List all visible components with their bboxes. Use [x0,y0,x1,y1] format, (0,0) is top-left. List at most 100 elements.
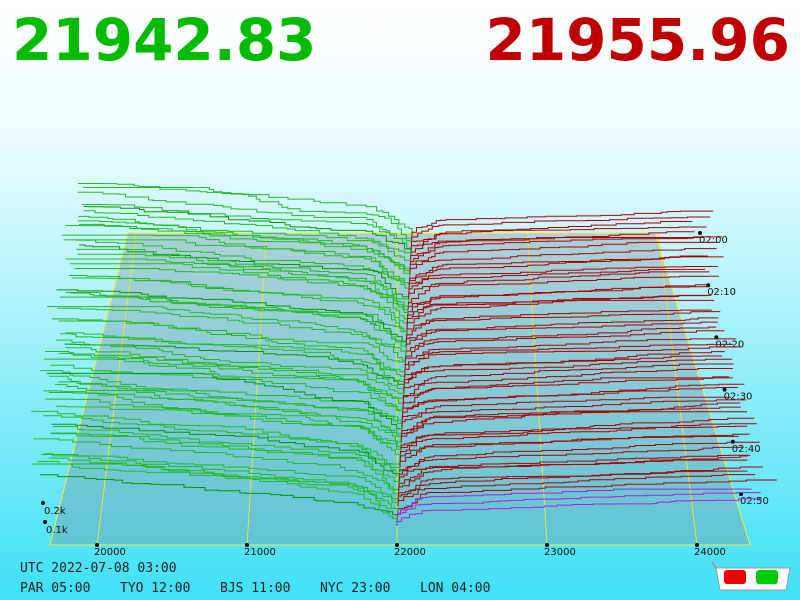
price-tick-label: 20000 [94,547,126,558]
bid-price: 21942.83 [12,6,317,74]
ask-depth-line [407,286,709,315]
time-tick-label: 02:10 [707,287,736,298]
ask-depth-line [409,248,717,276]
ask-depth-line [397,492,761,517]
ask-depth-line [403,358,733,389]
3d-glasses-toggle[interactable] [711,561,791,591]
ask-depth-line [408,268,705,291]
depth-tick [41,501,45,505]
price-grid-line [96,232,137,546]
time-tick [706,283,711,288]
ask-depth-line [402,387,738,418]
bid-depth-line [64,343,405,389]
ask-depth-line [398,459,748,492]
time-tick-label: 02:00 [699,235,728,246]
ask-depth-line [410,226,707,251]
price-tick [395,543,399,547]
price-tick [245,543,249,547]
ask-depth-line [406,299,714,330]
bid-depth-line [70,263,409,320]
ask-depth-line [405,326,717,354]
ask-depth-line [396,498,763,526]
ask-depth-line [405,330,725,359]
ask-depth-line [405,321,718,350]
ask-price: 21955.96 [485,6,790,74]
bid-depth-line [79,244,410,300]
ask-depth-line [411,210,714,236]
bid-depth-line [57,307,407,359]
bid-depth-line [76,248,409,305]
depth-tick-label: 0.2k [44,506,66,517]
bid-depth-line [63,239,410,295]
bid-depth-line [77,183,413,236]
ask-depth-line [402,376,730,404]
bid-depth-line [70,292,408,340]
bid-depth-line [56,339,405,394]
ask-depth-line [403,367,733,399]
bid-depth-line [49,375,403,428]
ask-depth-line [399,441,760,472]
depth-tick-label: 0.1k [46,525,68,536]
bid-depth-line [53,426,400,482]
ask-depth-line [400,425,748,458]
price-tick-label: 24000 [694,547,726,558]
ask-depth-line [404,343,734,374]
bid-depth-line [81,204,412,251]
price-tick-label: 21000 [244,547,276,558]
bid-depth-line [83,210,412,261]
bid-depth-line [54,384,402,443]
ask-depth-line [401,396,731,428]
time-tick [722,387,727,392]
bid-depth-line [83,186,413,241]
ask-depth-line [410,231,695,256]
price-tick [695,543,699,547]
bid-depth-line [37,460,399,507]
time-tick-label: 02:40 [732,444,761,455]
bid-depth-line [60,333,405,384]
bid-depth-line [75,239,410,286]
ask-depth-line [404,338,736,364]
price-tick-label: 22000 [394,547,426,558]
price-tick [545,543,549,547]
price-tick-label: 23000 [544,547,576,558]
bid-depth-line [51,423,401,477]
ask-depth-line [397,474,756,507]
time-tick-label: 02:20 [715,339,744,350]
bid-depth-line [45,350,404,404]
ask-depth-line [407,275,719,305]
ask-depth-line [400,411,748,443]
bid-depth-line [46,306,406,364]
bid-depth-line [44,358,404,418]
ask-depth-line [403,355,723,384]
ask-depth-line [401,406,741,438]
bid-depth-line [74,268,408,325]
ask-depth-line [397,470,748,502]
time-tick [698,231,702,235]
price-tick [95,543,99,547]
ask-depth-line [396,488,752,522]
ask-depth-line [403,363,734,394]
zone-time: NYC 23:00 [320,581,390,596]
ask-depth-line [409,237,704,266]
zone-time: BJS 11:00 [220,581,290,596]
bid-depth-line [31,410,401,468]
bid-depth-line [51,433,400,492]
zone-time: TYO 12:00 [120,581,190,596]
bid-depth-line [50,432,400,487]
floor-edge [49,232,751,546]
depth-tick [43,520,47,524]
ask-depth-line [402,377,733,409]
ask-depth-line [401,399,747,423]
bid-depth-line [51,318,406,369]
bid-depth-line [33,438,400,497]
bid-depth-line [59,352,404,409]
bid-depth-line [77,191,412,246]
ask-depth-line [401,402,741,433]
bid-depth-line [83,205,412,256]
bid-depth-line [55,405,401,463]
time-tick-label: 02:50 [740,496,769,507]
bid-depth-line [56,289,407,345]
ask-depth-line [406,311,721,335]
bid-depth-line [46,372,403,433]
ask-depth-line [408,266,718,295]
